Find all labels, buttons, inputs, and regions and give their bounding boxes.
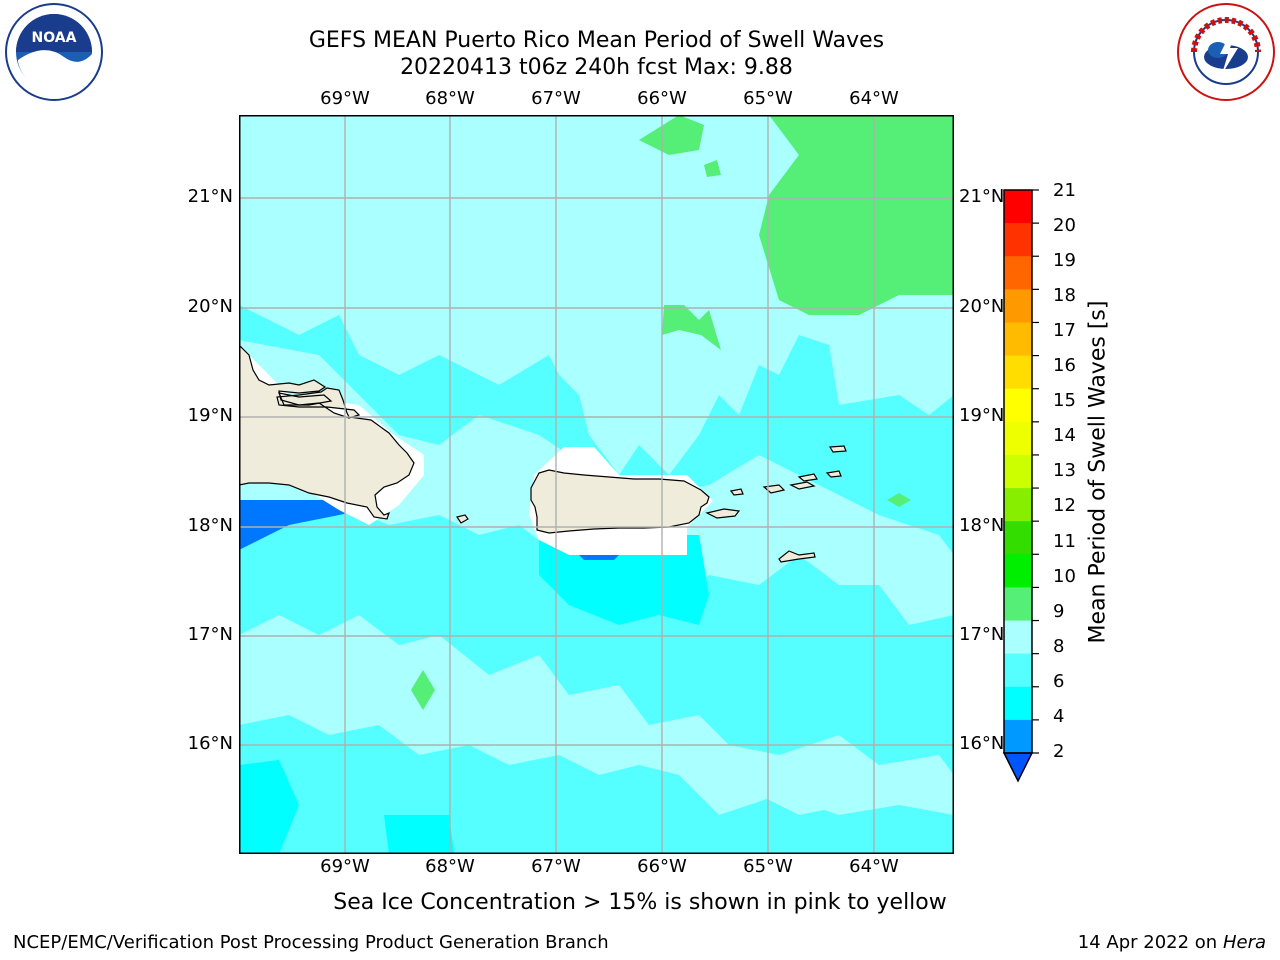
nws-logo <box>1177 3 1275 101</box>
lat-label-left: 20°N <box>187 296 233 317</box>
culebra-island <box>729 488 744 496</box>
hispaniola-coast <box>278 392 333 406</box>
colorbar-title: Mean Period of Swell Waves [s] <box>1085 300 1111 644</box>
contour-region-green <box>704 160 721 177</box>
contour-region-green <box>662 305 721 350</box>
lat-label-left: 16°N <box>187 733 233 754</box>
colorbar-band <box>1004 322 1032 357</box>
colorbar-band <box>1004 521 1032 555</box>
contour-region-blue <box>579 555 619 560</box>
colorbar-band <box>1004 388 1032 423</box>
lat-label-right: 17°N <box>959 624 1005 645</box>
st-croix-island <box>778 550 816 563</box>
contour-region-blue <box>239 500 349 550</box>
contour-region-light <box>239 615 954 815</box>
contour-region-light <box>869 755 939 795</box>
colorbar-tick: 11 <box>1053 531 1076 552</box>
lon-label-top: 68°W <box>425 88 475 109</box>
colorbar-band <box>1004 421 1032 456</box>
colorbar-band <box>1004 653 1032 688</box>
colorbar-band <box>1004 587 1032 622</box>
chart-subtitle: 20220413 t06z 240h fcst Max: 9.88 <box>400 55 793 80</box>
colorbar-tick: 9 <box>1053 601 1065 622</box>
contour-region-green <box>639 115 704 155</box>
chart-title: GEFS MEAN Puerto Rico Mean Period of Swe… <box>308 28 885 53</box>
colorbar-band <box>1004 719 1032 754</box>
lat-label-right: 18°N <box>959 515 1005 536</box>
colorbar-tick: 17 <box>1053 320 1076 341</box>
contour-region-dark <box>239 760 299 854</box>
hispaniola-land <box>239 344 415 520</box>
contour-region-dark <box>384 815 454 854</box>
footer-branch: NCEP/EMC/Verification Post Processing Pr… <box>13 932 609 953</box>
colorbar-tick: 12 <box>1053 495 1076 516</box>
colorbar-tick: 14 <box>1053 425 1076 446</box>
colorbar-band <box>1004 454 1032 489</box>
virgin-islands <box>825 470 842 478</box>
colorbar-band <box>1004 355 1032 390</box>
lat-label-right: 21°N <box>959 186 1005 207</box>
colorbar-tick: 19 <box>1053 250 1076 271</box>
contour-region-green <box>759 115 954 315</box>
colorbar-band <box>1004 223 1032 257</box>
graticule <box>239 115 954 854</box>
noaa-logo: NOAA <box>5 3 103 101</box>
lat-label-left: 17°N <box>187 624 233 645</box>
lon-label-bottom: 65°W <box>743 856 793 877</box>
colorbar-tick: 21 <box>1053 180 1076 201</box>
lon-label-top: 64°W <box>849 88 899 109</box>
virgin-islands <box>797 473 818 482</box>
lat-label-right: 19°N <box>959 405 1005 426</box>
noaa-logo-text: NOAA <box>32 30 77 46</box>
colorbar-extension <box>1002 752 1034 783</box>
colorbar-band <box>1004 256 1032 290</box>
colorbar-band <box>1004 190 1032 224</box>
lat-label-left: 19°N <box>187 405 233 426</box>
lon-label-bottom: 69°W <box>320 856 370 877</box>
lon-label-bottom: 66°W <box>637 856 687 877</box>
lon-label-top: 69°W <box>320 88 370 109</box>
mona-island <box>456 514 469 524</box>
virgin-islands <box>789 481 816 490</box>
lon-label-top: 67°W <box>531 88 581 109</box>
colorbar-tick: 13 <box>1053 460 1076 481</box>
puerto-rico-land <box>530 469 710 534</box>
footer-date: 14 Apr 2022 on Hera <box>1078 932 1266 953</box>
colorbar <box>1002 189 1039 783</box>
colorbar-tick: 10 <box>1053 566 1076 587</box>
lat-label-right: 16°N <box>959 733 1005 754</box>
footer-host: Hera <box>1222 932 1266 953</box>
colorbar-tick: 2 <box>1053 741 1065 762</box>
lon-label-bottom: 67°W <box>531 856 581 877</box>
colorbar-band <box>1004 620 1032 655</box>
lat-label-right: 20°N <box>959 296 1005 317</box>
contour-region-green <box>411 670 435 710</box>
lat-label-left: 18°N <box>187 515 233 536</box>
vieques-island <box>705 508 741 519</box>
lat-label-left: 21°N <box>187 186 233 207</box>
colorbar-band <box>1004 554 1032 588</box>
colorbar-tick: 18 <box>1053 285 1076 306</box>
anegada-island <box>828 445 847 453</box>
colorbar-tick: 8 <box>1053 636 1065 657</box>
map-frame <box>239 115 954 854</box>
lon-label-top: 65°W <box>743 88 793 109</box>
colorbar-tick: 20 <box>1053 215 1076 236</box>
colorbar-band <box>1004 686 1032 721</box>
lon-label-top: 66°W <box>637 88 687 109</box>
colorbar-tick: 6 <box>1053 671 1065 692</box>
contour-region-green <box>887 493 911 507</box>
colorbar-band <box>1004 289 1032 323</box>
colorbar-tick: 15 <box>1053 390 1076 411</box>
colorbar-frame <box>1003 189 1033 754</box>
lon-label-bottom: 64°W <box>849 856 899 877</box>
swell-period-map <box>239 115 954 854</box>
contour-region-light <box>759 790 849 815</box>
colorbar-tick: 16 <box>1053 355 1076 376</box>
lon-label-bottom: 68°W <box>425 856 475 877</box>
sea-ice-caption: Sea Ice Concentration > 15% is shown in … <box>333 890 947 915</box>
colorbar-tick: 4 <box>1053 706 1065 727</box>
footer-date-text: 14 Apr 2022 on <box>1077 932 1223 953</box>
colorbar-band <box>1004 488 1032 522</box>
